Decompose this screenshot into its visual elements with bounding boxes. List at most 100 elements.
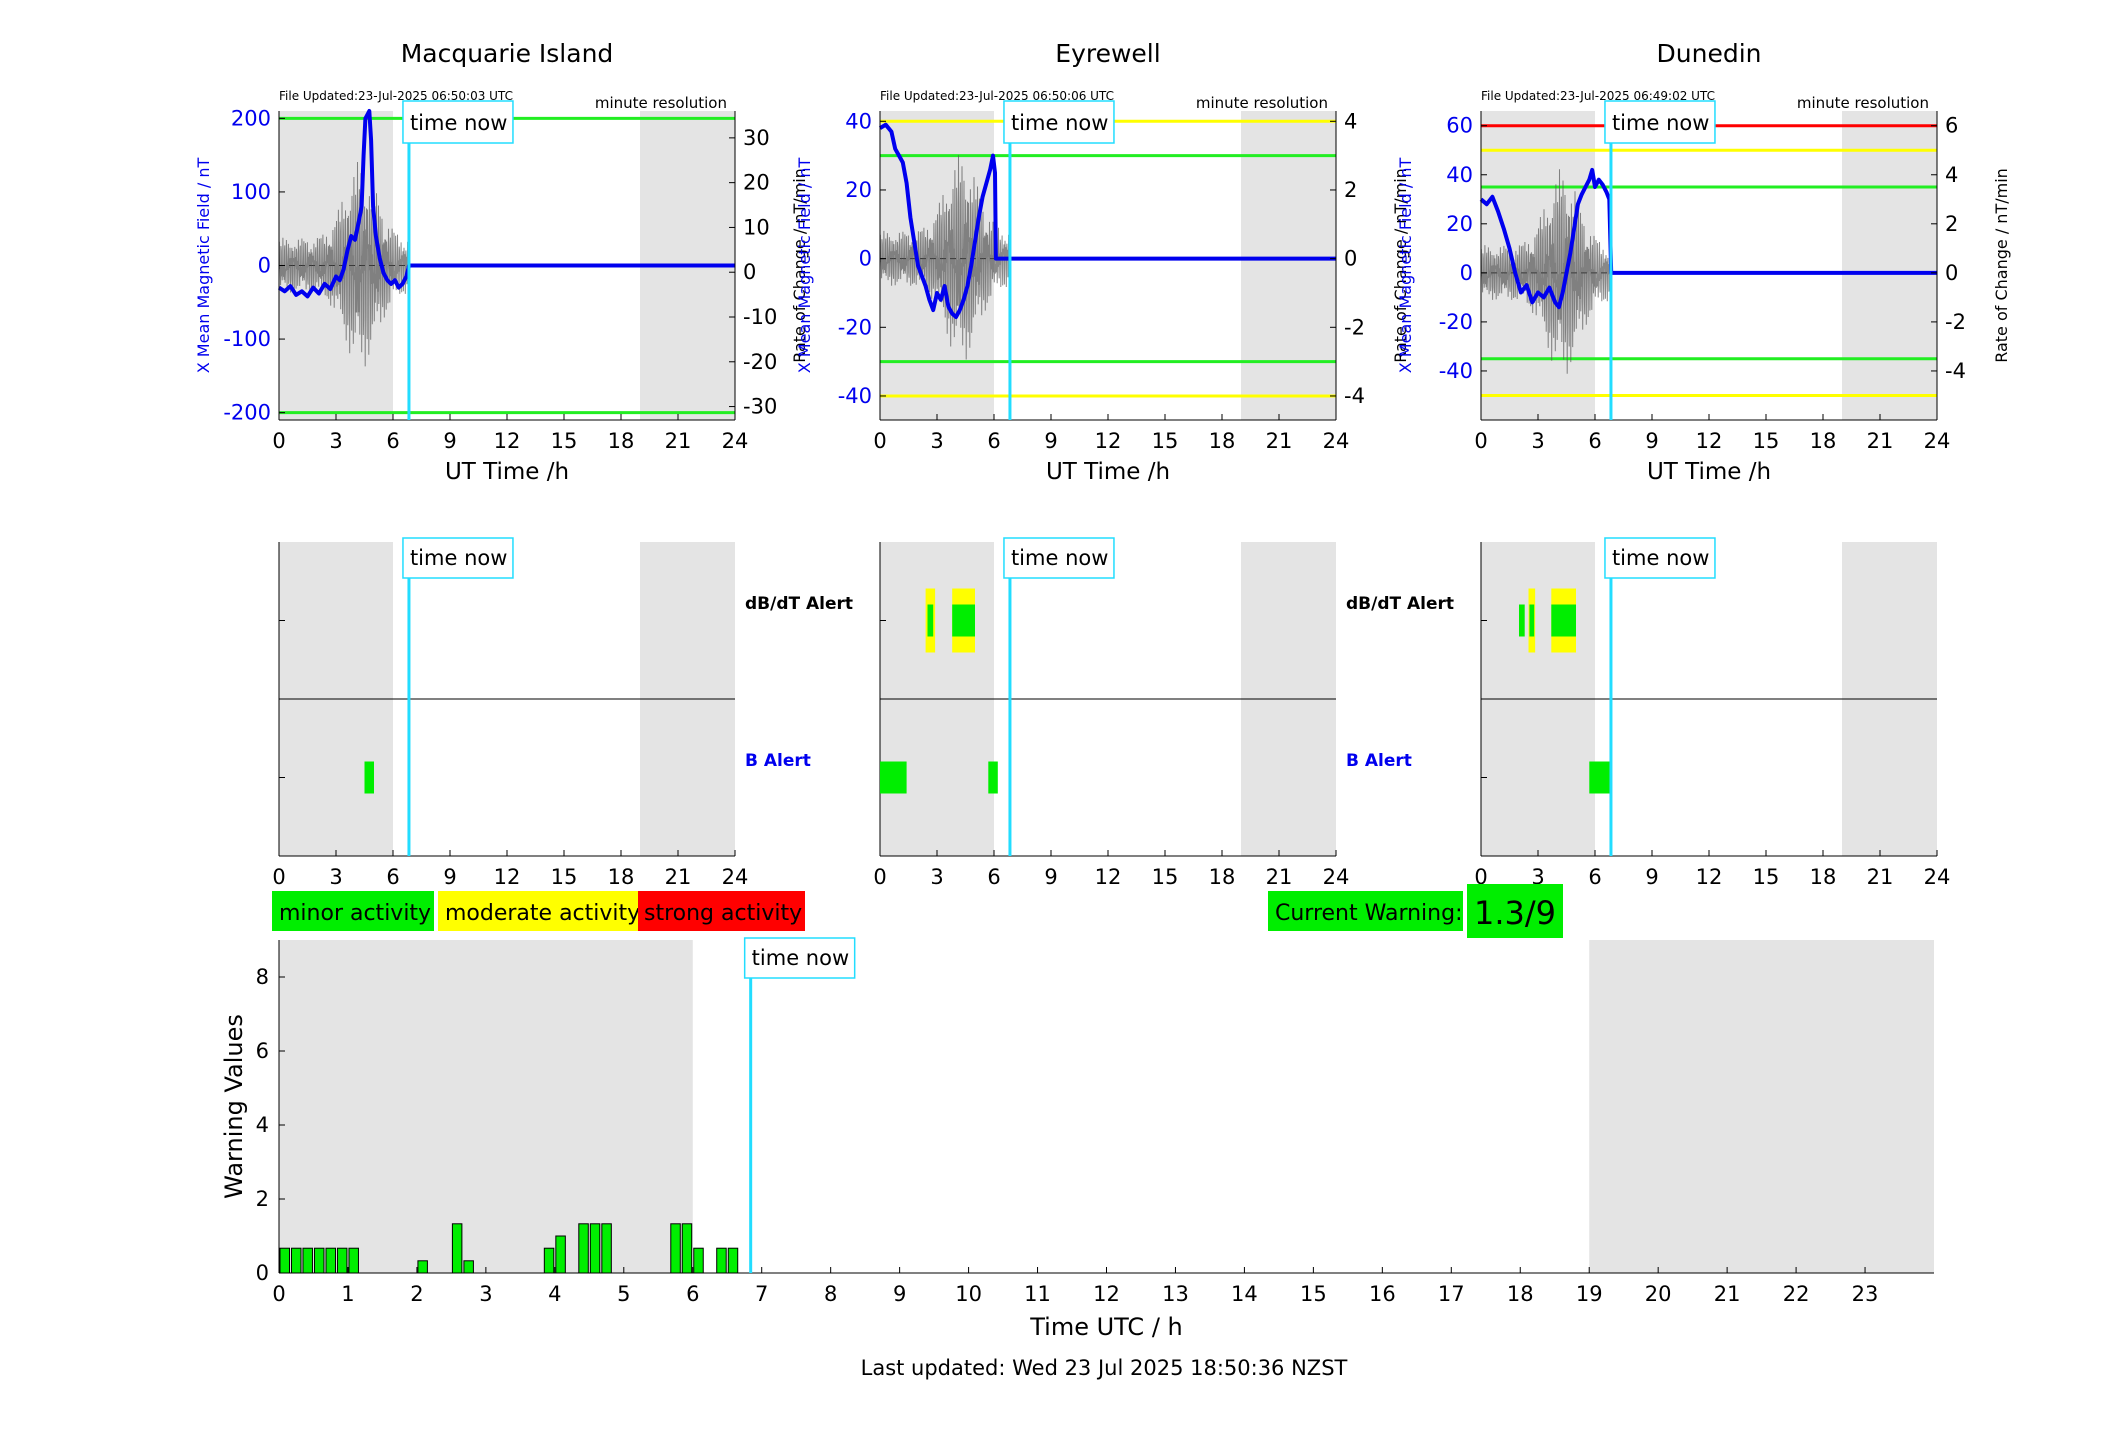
x-tick-label: 17 bbox=[1438, 1282, 1465, 1306]
x-field-series bbox=[1479, 167, 1937, 310]
x-tick-label: 9 bbox=[1044, 865, 1057, 889]
dbdt-alert-mark bbox=[952, 604, 975, 637]
y-tick-label: 100 bbox=[231, 180, 271, 204]
x-tick-label: 15 bbox=[551, 865, 578, 889]
time-now-label: time now bbox=[1011, 546, 1108, 570]
warning-bar bbox=[313, 1247, 325, 1274]
y-tick-label: 60 bbox=[1446, 114, 1473, 138]
y-right-tick-label: -2 bbox=[1945, 310, 1966, 334]
x-tick-label: 12 bbox=[494, 865, 521, 889]
station-eyrewell: Eyrewell File Updated:23-Jul-2025 06:50:0… bbox=[795, 39, 1454, 889]
x-tick-label: 7 bbox=[755, 1282, 768, 1306]
y-axis-label-left: X Mean Magnetic Field / nT bbox=[795, 158, 814, 374]
x-tick-label: 5 bbox=[617, 1282, 630, 1306]
warning-bar bbox=[451, 1223, 463, 1274]
x-tick-label: 6 bbox=[1588, 865, 1601, 889]
x-tick-label: 0 bbox=[1474, 865, 1487, 889]
y-tick-label: 6 bbox=[256, 1039, 269, 1063]
y-tick-label: -40 bbox=[838, 384, 872, 408]
warning-bar bbox=[291, 1247, 302, 1274]
y-right-tick-label: 30 bbox=[743, 126, 770, 150]
station-title: Dunedin bbox=[1657, 39, 1762, 68]
x-tick-label: 3 bbox=[329, 865, 342, 889]
x-tick-label: 21 bbox=[665, 865, 692, 889]
x-tick-label: 9 bbox=[1645, 429, 1658, 453]
x-tick-label: 18 bbox=[608, 865, 635, 889]
dbdt-alert-label: dB/dT Alert bbox=[1346, 594, 1454, 614]
x-tick-label: 24 bbox=[1924, 865, 1951, 889]
alert-panel: 0 3 6 9 12 15 18 21 24 time now dB/dT Alert B Alert bbox=[272, 537, 853, 889]
x-tick-label: 4 bbox=[548, 1282, 561, 1306]
x-tick-label: 21 bbox=[1867, 429, 1894, 453]
y-right-tick-label: -4 bbox=[1945, 359, 1966, 383]
x-tick-label: 11 bbox=[1024, 1282, 1051, 1306]
x-tick-label: 18 bbox=[1507, 1282, 1534, 1306]
night-band bbox=[1589, 940, 1934, 1273]
y-right-tick-label: -2 bbox=[1344, 315, 1365, 339]
x-tick-label: 16 bbox=[1369, 1282, 1396, 1306]
alert-panel: 0 3 6 9 12 15 18 21 24 time now bbox=[1474, 537, 1951, 889]
y-tick-label: 40 bbox=[1446, 163, 1473, 187]
warning-bar bbox=[681, 1223, 693, 1274]
y-right-tick-label: 0 bbox=[1945, 261, 1958, 285]
station-title: Eyrewell bbox=[1055, 39, 1160, 68]
time-now-box bbox=[1604, 100, 1716, 144]
night-band bbox=[1842, 111, 1937, 420]
warning-bar bbox=[302, 1247, 313, 1274]
time-now-box bbox=[1003, 100, 1115, 144]
x-tick-label: 12 bbox=[1095, 865, 1122, 889]
x-tick-label: 3 bbox=[1531, 429, 1544, 453]
y-right-tick-label: 0 bbox=[743, 260, 756, 284]
x-tick-label: 20 bbox=[1645, 1282, 1672, 1306]
x-field-series bbox=[878, 122, 1336, 319]
dbdt-alert-mark bbox=[1519, 604, 1525, 637]
y-right-tick-label: -4 bbox=[1344, 384, 1365, 408]
y-tick-label: -40 bbox=[1439, 359, 1473, 383]
time-now-box bbox=[402, 100, 514, 144]
dbdt-alert-mark bbox=[1529, 604, 1535, 637]
y-axis-label-left: X Mean Magnetic Field / nT bbox=[1396, 158, 1415, 374]
time-now-label: time now bbox=[410, 546, 507, 570]
x-tick-label: 15 bbox=[551, 429, 578, 453]
x-tick-label: 15 bbox=[1152, 429, 1179, 453]
x-tick-label: 14 bbox=[1231, 1282, 1258, 1306]
y-right-tick-label: 20 bbox=[743, 171, 770, 195]
time-now-label: time now bbox=[410, 111, 507, 135]
x-tick-label: 15 bbox=[1300, 1282, 1327, 1306]
warning-bar bbox=[543, 1247, 555, 1274]
x-tick-label: 19 bbox=[1576, 1282, 1603, 1306]
x-tick-label: 13 bbox=[1162, 1282, 1189, 1306]
y-tick-label: 0 bbox=[256, 1261, 269, 1285]
y-right-tick-label: 2 bbox=[1344, 178, 1357, 202]
current-warning-label-box bbox=[1268, 891, 1463, 931]
x-tick-label: 9 bbox=[443, 865, 456, 889]
x-tick-label: 18 bbox=[1209, 429, 1236, 453]
current-warning: Current Warning: 1.3/9 bbox=[1268, 884, 1563, 938]
x-tick-label: 0 bbox=[272, 1282, 285, 1306]
x-tick-label: 6 bbox=[386, 865, 399, 889]
file-updated-label: File Updated:23-Jul-2025 06:49:02 UTC bbox=[1481, 89, 1715, 103]
warning-bar bbox=[578, 1223, 589, 1274]
legend-moderate-label: moderate activity bbox=[445, 901, 640, 926]
time-now-box bbox=[1604, 537, 1716, 579]
warning-bar bbox=[325, 1247, 336, 1274]
dbdt-alert-mark bbox=[1551, 604, 1576, 637]
y-tick-label: 0 bbox=[859, 247, 872, 271]
x-field-series bbox=[277, 109, 735, 299]
x-axis-label: UT Time /h bbox=[1046, 459, 1170, 485]
y-tick-label: -200 bbox=[223, 401, 271, 425]
x-tick-label: 24 bbox=[1323, 865, 1350, 889]
time-now-box bbox=[743, 937, 856, 979]
b-alert-mark bbox=[1589, 761, 1611, 794]
x-tick-label: 10 bbox=[955, 1282, 982, 1306]
x-tick-label: 15 bbox=[1753, 865, 1780, 889]
x-tick-label: 9 bbox=[443, 429, 456, 453]
x-tick-label: 21 bbox=[665, 429, 692, 453]
x-tick-label: 21 bbox=[1266, 865, 1293, 889]
x-tick-label: 6 bbox=[1588, 429, 1601, 453]
night-band bbox=[279, 940, 693, 1273]
x-tick-label: 0 bbox=[272, 865, 285, 889]
warning-bar bbox=[601, 1223, 612, 1274]
